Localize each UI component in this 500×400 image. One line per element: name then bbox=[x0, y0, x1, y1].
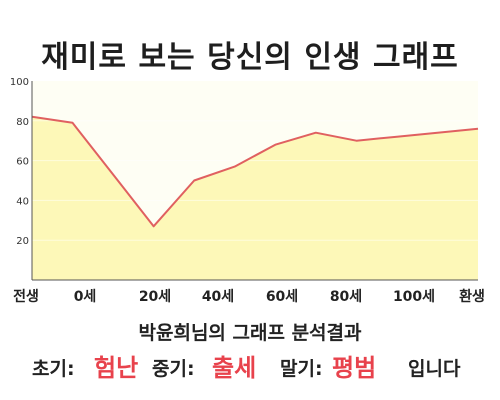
early-label: 초기: bbox=[32, 358, 75, 380]
x-tick-label: 80세 bbox=[330, 289, 362, 305]
y-tick-label: 80 bbox=[16, 117, 29, 128]
early-value: 험난 bbox=[94, 354, 139, 382]
series-line bbox=[31, 115, 479, 228]
result-summary: 초기: 험난 중기: 출세 말기: 평범 입니다 bbox=[18, 346, 488, 382]
mid-label: 중기: bbox=[152, 358, 195, 380]
y-tick-label: 20 bbox=[16, 236, 29, 247]
result-subtitle: 박윤희님의 그래프 분석결과 bbox=[138, 322, 362, 344]
x-tick-labels: 전생 0세 20세 40세 60세 80세 100세 환생 bbox=[13, 288, 485, 305]
late-label: 말기: bbox=[280, 358, 323, 380]
x-tick-label: 40세 bbox=[202, 289, 234, 305]
mid-value: 출세 bbox=[212, 354, 257, 382]
area-fill bbox=[32, 116, 478, 280]
ending-text: 입니다 bbox=[408, 358, 461, 380]
y-tick-labels: 20 40 60 80 100 bbox=[10, 77, 29, 247]
y-tick-label: 40 bbox=[16, 196, 29, 207]
chart-title: 재미로 보는 당신의 인생 그래프 bbox=[41, 40, 459, 75]
x-tick-label: 0세 bbox=[74, 289, 97, 305]
x-tick-label: 환생 bbox=[459, 288, 485, 305]
x-tick-label: 20세 bbox=[139, 289, 171, 305]
y-gridlines bbox=[32, 120, 478, 241]
y-tick-label: 60 bbox=[16, 157, 29, 168]
y-tick-label: 100 bbox=[10, 77, 29, 88]
late-value: 평범 bbox=[332, 354, 377, 382]
x-tick-label: 60세 bbox=[266, 289, 298, 305]
x-tick-label: 100세 bbox=[393, 289, 435, 305]
x-tick-label: 전생 bbox=[13, 288, 39, 305]
